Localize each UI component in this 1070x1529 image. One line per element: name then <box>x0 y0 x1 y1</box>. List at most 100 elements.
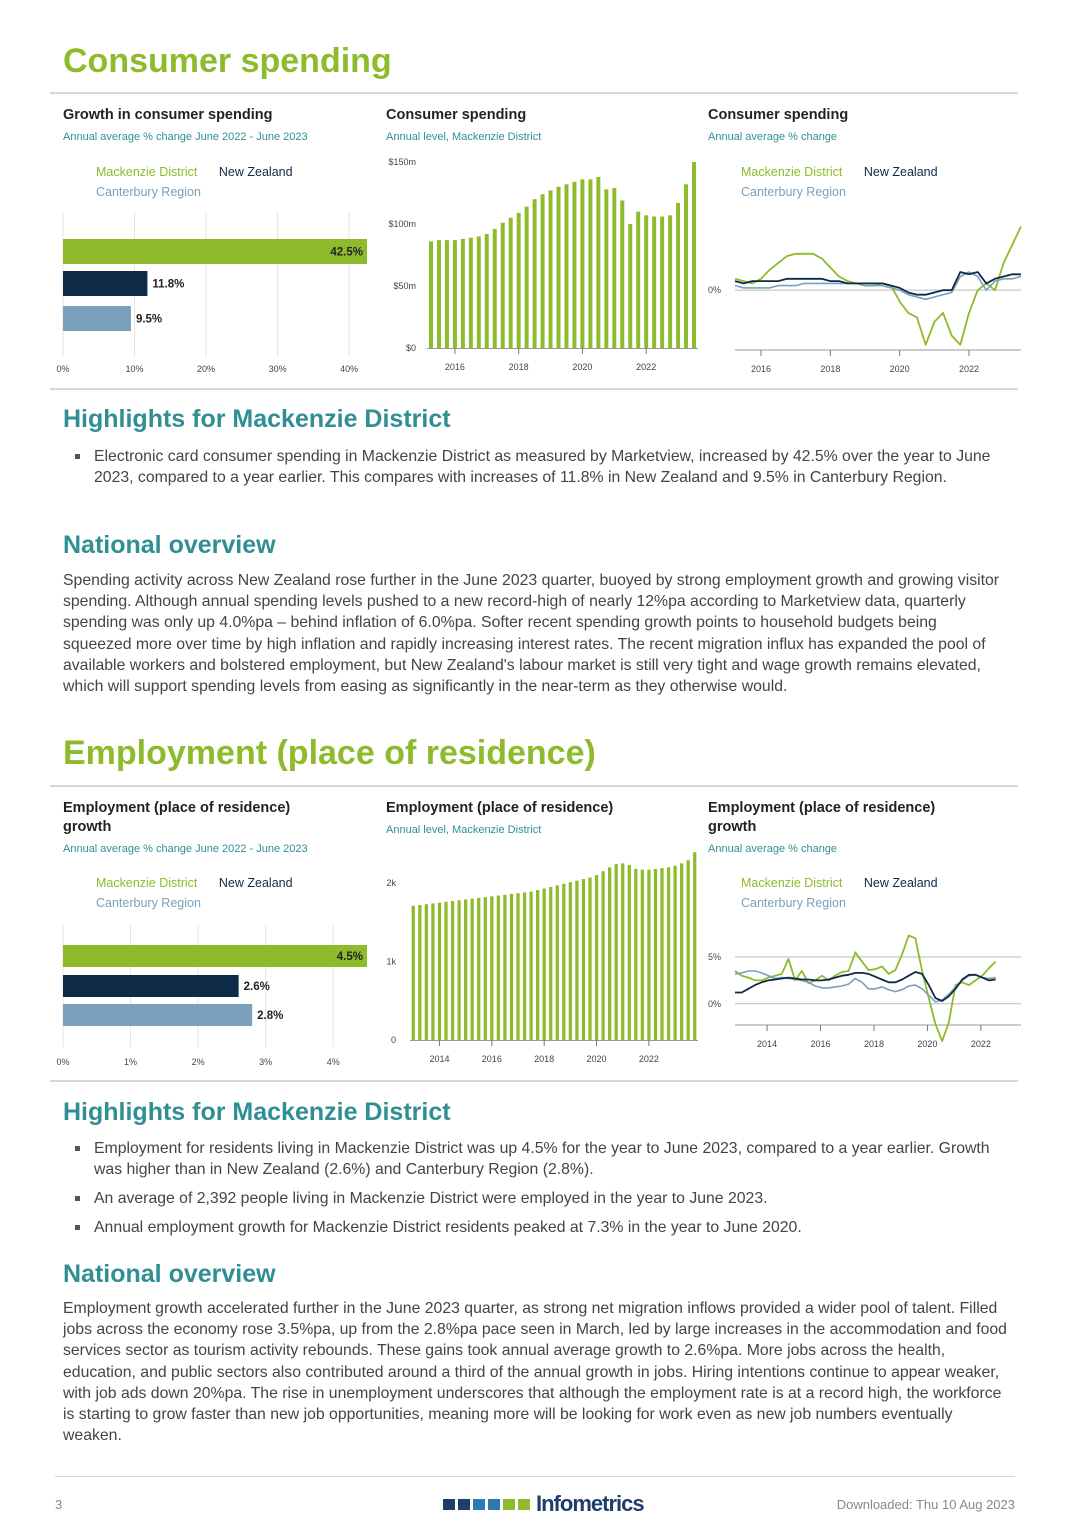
series-line-new_zealand <box>734 271 1021 296</box>
section-divider <box>50 1080 1018 1082</box>
legend-new-zealand: New Zealand <box>218 165 293 179</box>
x-tick-label: 0% <box>56 364 69 374</box>
x-tick-label: 1% <box>124 1057 137 1067</box>
bar <box>581 879 586 1040</box>
chart-subtitle: Annual average % change June 2022 - June… <box>63 131 308 143</box>
x-tick-label: 2020 <box>890 364 910 374</box>
legend-new-zealand: New Zealand <box>218 876 293 890</box>
legend-mackenzie: Mackenzie District <box>96 876 198 890</box>
bar <box>509 893 514 1040</box>
bar <box>692 162 697 348</box>
bar <box>562 883 566 1040</box>
logo-square-icon <box>443 1498 455 1510</box>
series-line-mackenzie <box>734 226 1022 346</box>
y-tick-label: 0% <box>708 285 721 295</box>
bar <box>686 860 690 1040</box>
bar <box>596 176 601 348</box>
bar <box>411 905 415 1040</box>
chart-title: Employment (place of residence) <box>386 800 614 816</box>
highlights-title: Highlights for Mackenzie District <box>63 405 451 433</box>
data-label: 4.5% <box>337 951 363 963</box>
x-tick-label: 2014 <box>429 1054 449 1064</box>
bar <box>444 901 448 1040</box>
bar-0 <box>63 239 367 264</box>
bar <box>604 189 609 348</box>
y-tick-label: 5% <box>708 952 721 962</box>
bar <box>621 863 625 1040</box>
x-tick-label: 30% <box>269 364 287 374</box>
bar <box>431 903 435 1040</box>
bar <box>652 216 657 348</box>
x-tick-label: 3% <box>259 1057 272 1067</box>
legend: Mackenzie District New Zealand Canterbur… <box>96 165 293 199</box>
x-tick-label: 2020 <box>572 362 592 372</box>
section-title-employment: Employment (place of residence) <box>63 734 596 772</box>
bar <box>601 871 605 1040</box>
bar-1 <box>63 975 239 997</box>
legend-new-zealand: New Zealand <box>863 165 938 179</box>
bar <box>647 869 651 1040</box>
bar <box>627 864 631 1040</box>
bar <box>444 240 449 348</box>
highlights-list: Employment for residents living in Macke… <box>63 1138 1013 1246</box>
bar <box>452 240 457 348</box>
x-tick-label: 2016 <box>445 362 465 372</box>
legend-mackenzie: Mackenzie District <box>741 165 843 179</box>
overview-title: National overview <box>63 1260 276 1288</box>
x-tick-label: 2014 <box>757 1039 777 1049</box>
x-tick-label: 2018 <box>820 364 840 374</box>
section-divider <box>50 92 1018 94</box>
y-tick-label: $50m <box>393 281 416 291</box>
bar <box>532 199 537 348</box>
bar <box>483 897 487 1040</box>
bar <box>660 216 665 348</box>
bar <box>490 896 494 1040</box>
section-divider <box>50 388 1018 390</box>
chart-emp-change: 0% 5% 2014 2016 2018 2020 2022 <box>708 934 1021 1049</box>
chart-cs-level: $0 $50m $100m $150m 2016 2018 2020 2022 <box>388 157 698 372</box>
brand-name: Infometrics <box>536 1491 645 1516</box>
bar <box>555 885 559 1040</box>
data-label: 9.5% <box>136 314 162 326</box>
bar <box>522 892 527 1040</box>
x-tick-label: 2018 <box>864 1039 884 1049</box>
logo-square-icon <box>488 1498 500 1510</box>
x-tick-label: 2018 <box>534 1054 554 1064</box>
bar <box>500 222 505 348</box>
bar <box>564 184 569 348</box>
bar <box>503 894 507 1040</box>
bar <box>588 877 592 1040</box>
chart-cs-change: 0% 2016 2018 2020 2022 <box>708 226 1022 374</box>
chart-header-emp-growth: Employment (place of residence) growth A… <box>63 799 323 856</box>
logo-square-icon <box>458 1498 470 1510</box>
y-tick-label: 1k <box>386 957 396 967</box>
footer-divider <box>55 1476 1015 1477</box>
bar <box>580 179 585 348</box>
infometrics-logo: Infometrics <box>443 1490 645 1518</box>
overview-text: Spending activity across New Zealand ros… <box>63 572 1000 696</box>
bar <box>588 179 593 348</box>
highlights-list: Electronic card consumer spending in Mac… <box>63 446 1013 496</box>
y-tick-label: $0 <box>406 343 416 353</box>
chart-header-cs-change: Consumer spending Annual average % chang… <box>708 106 1008 144</box>
bar <box>516 893 520 1040</box>
x-tick-label: 2022 <box>636 362 656 372</box>
legend-canterbury: Canterbury Region <box>741 185 846 199</box>
chart-title: Consumer spending <box>386 107 527 123</box>
highlight-item: Annual employment growth for Mackenzie D… <box>63 1217 1013 1238</box>
bar <box>450 901 455 1040</box>
bar <box>612 188 617 348</box>
bar <box>620 200 625 348</box>
legend-canterbury: Canterbury Region <box>96 896 201 910</box>
y-tick-label: $150m <box>388 157 416 167</box>
x-tick-label: 40% <box>340 364 358 374</box>
bar <box>542 888 546 1040</box>
bar <box>636 211 641 348</box>
bar-2 <box>63 306 131 331</box>
bar <box>477 897 481 1040</box>
y-tick-label: 0 <box>391 1035 396 1045</box>
bar <box>693 852 697 1040</box>
bar <box>536 890 540 1040</box>
bar <box>676 202 681 348</box>
x-tick-label: 0% <box>56 1057 69 1067</box>
